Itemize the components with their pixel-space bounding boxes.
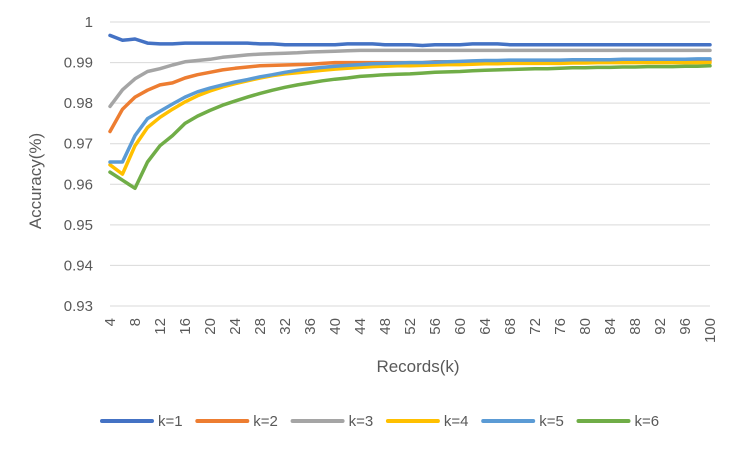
legend-label: k=3 <box>349 413 374 430</box>
legend-label: k=5 <box>539 413 564 430</box>
x-tick-label: 48 <box>377 318 394 335</box>
legend-item-k4: k=4 <box>385 413 469 430</box>
series-line-k6 <box>108 64 712 191</box>
x-tick-label: 68 <box>502 318 519 335</box>
y-tick-label: 0.99 <box>64 55 93 72</box>
x-tick-label: 52 <box>402 318 419 335</box>
y-tick-label: 0.96 <box>64 176 93 193</box>
y-tick-label: 0.94 <box>64 257 93 274</box>
x-tick-label: 100 <box>702 318 719 343</box>
x-tick-label: 32 <box>277 318 294 335</box>
x-tick-label: 72 <box>527 318 544 335</box>
legend-label: k=6 <box>635 413 660 430</box>
x-tick-label: 24 <box>227 318 244 335</box>
legend-label: k=1 <box>158 413 183 430</box>
y-tick-label: 0.93 <box>64 298 93 315</box>
x-tick-label: 36 <box>302 318 319 335</box>
x-tick-label: 64 <box>477 318 494 335</box>
y-tick-label: 0.97 <box>64 136 93 153</box>
y-tick-label: 1 <box>85 14 93 31</box>
legend-item-k1: k=1 <box>100 413 183 430</box>
series-line-k4 <box>108 60 712 176</box>
x-tick-label: 40 <box>327 318 344 335</box>
x-tick-label: 84 <box>602 318 619 335</box>
series-line-k5 <box>108 57 712 164</box>
x-tick-label: 8 <box>127 318 144 326</box>
series-line-k1 <box>108 33 712 48</box>
y-tick-label: 0.98 <box>64 95 93 112</box>
legend-label: k=2 <box>253 413 278 430</box>
legend-item-k6: k=6 <box>576 413 660 430</box>
x-tick-label: 92 <box>652 318 669 335</box>
x-tick-label: 28 <box>252 318 269 335</box>
x-tick-label: 76 <box>552 318 569 335</box>
x-tick-label: 12 <box>152 318 169 335</box>
x-tick-label: 4 <box>102 318 119 326</box>
legend-item-k5: k=5 <box>481 413 564 430</box>
series-lines <box>108 33 712 191</box>
x-tick-label: 20 <box>202 318 219 335</box>
x-tick-label: 60 <box>452 318 469 335</box>
gridlines <box>110 21 710 307</box>
x-tick-label: 44 <box>352 318 369 335</box>
y-tick-label: 0.95 <box>64 217 93 234</box>
y-axis-ticks: 0.93 0.94 0.95 0.96 0.97 0.98 0.99 1 <box>64 14 93 315</box>
legend-item-k2: k=2 <box>195 413 278 430</box>
x-axis-ticks: 4 8 12 16 20 24 28 32 36 40 44 48 52 56 60 64 68 72 76 80 84… <box>102 318 719 343</box>
legend-item-k3: k=3 <box>290 413 374 430</box>
x-tick-label: 88 <box>627 318 644 335</box>
x-tick-label: 96 <box>677 318 694 335</box>
series-line-k3 <box>108 48 712 109</box>
legend: k=1 k=2 k=3 k=4 k=5 k=6 <box>100 413 660 430</box>
y-axis-title: Accuracy(%) <box>26 133 45 229</box>
x-tick-label: 80 <box>577 318 594 335</box>
x-axis-title: Records(k) <box>376 357 459 376</box>
x-tick-label: 56 <box>427 318 444 335</box>
legend-label: k=4 <box>444 413 469 430</box>
x-tick-label: 16 <box>177 318 194 335</box>
